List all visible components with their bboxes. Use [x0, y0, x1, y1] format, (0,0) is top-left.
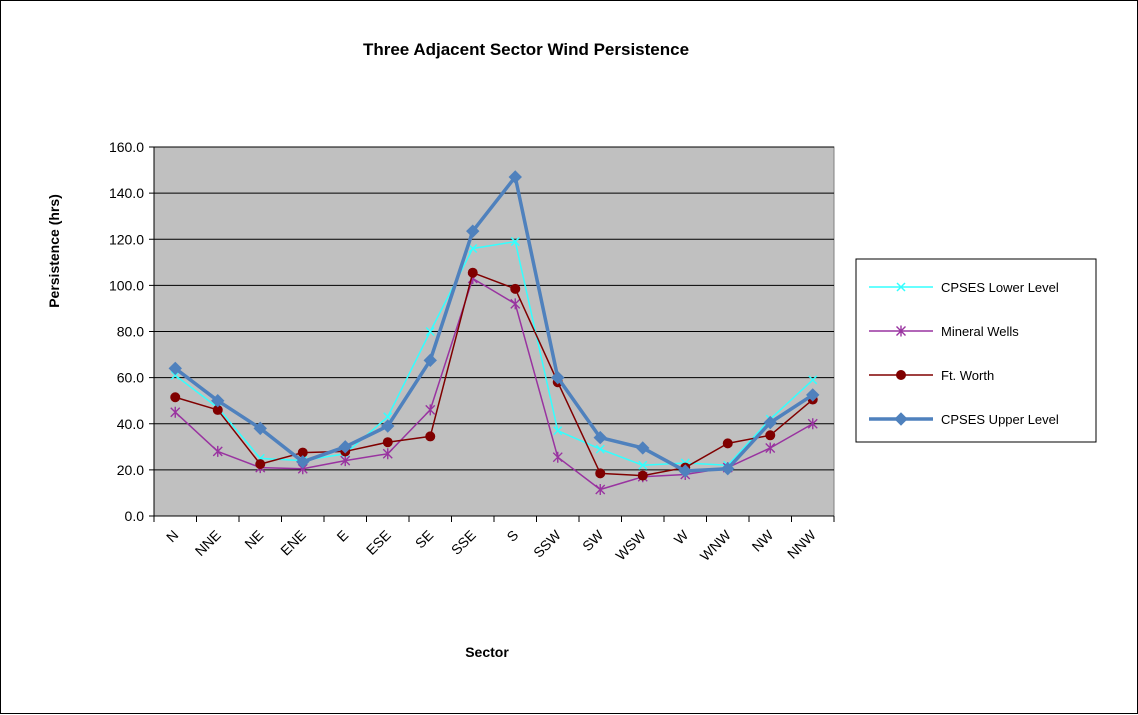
data-point — [466, 224, 480, 238]
legend-marker — [896, 282, 906, 292]
data-point — [338, 440, 352, 454]
data-point — [636, 441, 650, 455]
data-point — [425, 431, 436, 442]
data-point — [425, 404, 436, 416]
x-tick-label: SSW — [530, 526, 564, 560]
data-point — [595, 468, 606, 479]
data-point — [253, 421, 267, 436]
data-point — [552, 451, 563, 463]
legend-marker — [896, 325, 906, 337]
legend-label: Mineral Wells — [941, 324, 1019, 339]
y-tick-label: 140.0 — [109, 185, 144, 201]
data-point — [212, 445, 223, 457]
series-layer — [168, 170, 820, 495]
x-tick-label: W — [671, 526, 692, 547]
data-point — [170, 392, 181, 403]
data-point — [170, 370, 180, 380]
x-tick-label: WNW — [697, 526, 735, 564]
x-tick-label: SSE — [448, 527, 479, 558]
x-tick-label: WSW — [612, 526, 649, 563]
x-tick-label: ENE — [277, 527, 309, 559]
y-tick-label: 120.0 — [109, 231, 144, 247]
y-tick-label: 0.0 — [125, 508, 145, 524]
y-tick-label: 100.0 — [109, 277, 144, 293]
data-point — [510, 283, 521, 294]
legend: CPSES Lower Level Mineral Wells Ft. Worth C… — [855, 258, 1097, 443]
data-point — [467, 267, 478, 278]
x-tick-label: SW — [579, 526, 607, 554]
x-tick-label: ESE — [363, 527, 394, 558]
data-point — [722, 438, 733, 449]
x-tick-label: NNW — [784, 526, 820, 562]
x-tick-label: NE — [241, 527, 266, 552]
chart-title: Three Adjacent Sector Wind Persistence — [363, 40, 689, 59]
y-tick-label: 60.0 — [117, 370, 144, 386]
data-point — [765, 442, 776, 454]
data-point — [763, 415, 777, 430]
x-tick-label: NNE — [192, 527, 224, 559]
legend-box — [855, 258, 1097, 443]
x-tick-label: S — [503, 527, 521, 545]
legend-items: CPSES Lower Level Mineral Wells Ft. Worth C… — [869, 280, 1059, 427]
data-point — [637, 470, 648, 481]
data-point — [425, 326, 435, 337]
legend-marker — [894, 412, 908, 426]
data-point — [168, 361, 182, 376]
data-point — [211, 393, 225, 408]
data-point — [551, 370, 565, 385]
data-point — [382, 448, 393, 460]
data-point — [340, 455, 351, 467]
y-tick-label: 80.0 — [117, 324, 144, 340]
data-point — [595, 483, 606, 495]
y-axis-title: Persistence (hrs) — [46, 194, 62, 308]
data-point — [593, 430, 607, 445]
series-line — [174, 175, 814, 473]
x-axis-title: Sector — [465, 644, 509, 660]
data-point — [508, 170, 522, 184]
data-point — [808, 375, 818, 385]
data-point — [638, 460, 648, 470]
series-4 — [168, 170, 820, 478]
y-axis: 0.0 20.0 40.0 60.0 80.0 100.0 120.0 140.0 160.0 — [109, 139, 155, 524]
data-point — [255, 459, 266, 470]
data-point — [678, 464, 692, 478]
legend-label: CPSES Upper Level — [941, 412, 1059, 427]
legend-item: Ft. Worth — [869, 368, 994, 383]
series-line — [174, 240, 814, 467]
y-tick-label: 40.0 — [117, 416, 144, 432]
x-tick-label: SE — [412, 527, 437, 552]
data-point — [423, 353, 437, 368]
data-point — [170, 406, 181, 418]
data-point — [807, 418, 818, 430]
y-tick-label: 160.0 — [109, 139, 144, 155]
legend-marker — [896, 370, 906, 380]
legend-label: CPSES Lower Level — [941, 280, 1059, 295]
data-point — [553, 426, 563, 436]
data-point — [595, 444, 605, 454]
data-point — [806, 388, 820, 402]
y-tick-label: 20.0 — [117, 462, 144, 478]
x-tick-label: N — [163, 527, 181, 545]
data-point — [296, 455, 310, 469]
legend-item: CPSES Lower Level — [869, 280, 1059, 295]
legend-item: Mineral Wells — [869, 324, 1019, 339]
data-point — [510, 237, 520, 247]
legend-label: Ft. Worth — [941, 368, 994, 383]
x-tick-label: E — [333, 527, 351, 545]
data-point — [721, 462, 735, 476]
series-line — [175, 271, 814, 477]
data-point — [765, 430, 776, 441]
data-point — [510, 298, 521, 310]
legend-item: CPSES Upper Level — [869, 412, 1059, 427]
x-axis: N NNE NE ENE E ESE SE SSE S SSW SW WSW W WNW NW NNW — [153, 515, 835, 564]
data-point — [382, 437, 393, 448]
x-tick-label: NW — [749, 526, 777, 554]
data-point — [381, 419, 395, 433]
data-point — [468, 243, 478, 254]
